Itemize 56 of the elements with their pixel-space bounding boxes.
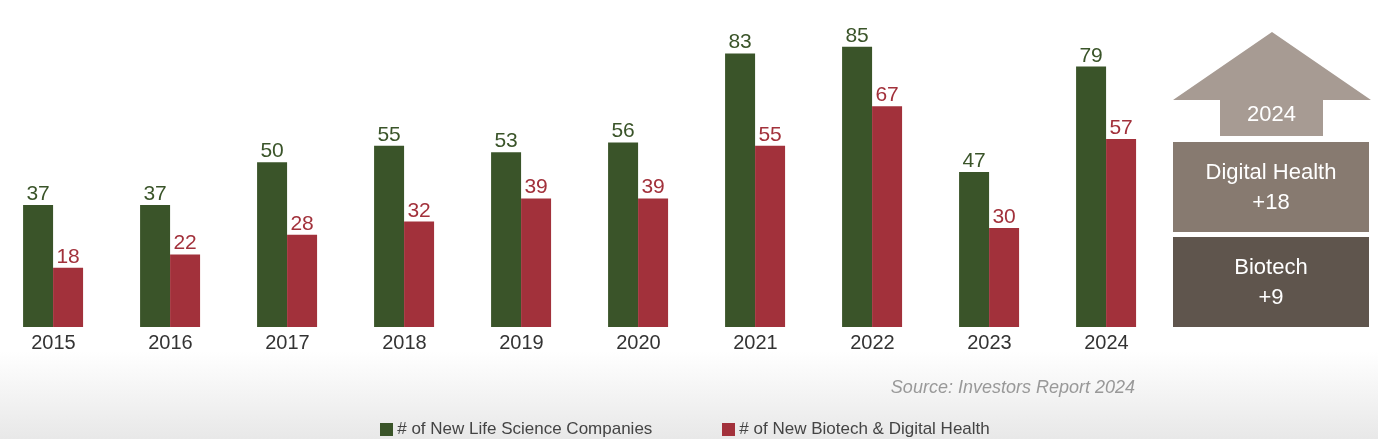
data-label: 55 xyxy=(377,121,401,145)
bar xyxy=(872,106,903,327)
text: 2024 xyxy=(1246,101,1297,127)
bar xyxy=(989,228,1020,327)
bar xyxy=(257,162,288,327)
x-tick-label: 2022 xyxy=(850,331,895,354)
legend-label: # of New Biotech & Digital Health xyxy=(739,419,990,438)
data-label: 53 xyxy=(494,128,518,152)
bar xyxy=(959,172,990,327)
bar xyxy=(491,152,522,327)
data-label: 79 xyxy=(1079,42,1103,66)
data-label: 83 xyxy=(728,29,752,53)
data-label: 50 xyxy=(260,138,284,162)
data-label: 85 xyxy=(845,22,869,46)
source-note: Source: Investors Report 2024 xyxy=(890,377,1135,398)
text: Biotech +9 xyxy=(1173,237,1369,327)
bar xyxy=(287,234,318,327)
x-tick-label: 2020 xyxy=(616,331,661,354)
text: Digital Health +18 xyxy=(1173,142,1369,232)
data-label: 18 xyxy=(56,243,80,267)
data-label: 28 xyxy=(290,210,314,234)
x-tick-label: 2017 xyxy=(265,331,310,354)
bar xyxy=(725,53,756,327)
bar xyxy=(755,145,786,327)
bar xyxy=(1076,66,1107,327)
data-label: 30 xyxy=(992,204,1016,228)
bar xyxy=(374,145,405,327)
data-label: 39 xyxy=(524,174,548,198)
bar xyxy=(53,267,84,327)
data-label: 32 xyxy=(407,197,431,221)
x-tick-label: 2015 xyxy=(31,331,76,354)
x-tick-label: 2024 xyxy=(1084,331,1129,354)
bar xyxy=(170,254,201,327)
bar xyxy=(23,205,54,327)
data-label: 67 xyxy=(875,82,899,106)
data-label: 39 xyxy=(641,174,665,198)
x-tick-label: 2016 xyxy=(148,331,193,354)
x-tick-label: 2021 xyxy=(733,331,778,354)
data-label: 55 xyxy=(758,121,782,145)
bar xyxy=(842,46,873,327)
data-label: 37 xyxy=(143,181,167,205)
bar xyxy=(404,221,435,327)
bar xyxy=(1106,139,1137,327)
data-label: 57 xyxy=(1109,115,1133,139)
bar xyxy=(638,198,669,327)
x-tick-label: 2023 xyxy=(967,331,1012,354)
bar xyxy=(608,142,639,327)
data-label: 47 xyxy=(962,148,986,172)
data-label: 22 xyxy=(173,230,197,254)
data-label: 37 xyxy=(26,181,50,205)
bar xyxy=(521,198,552,327)
legend-label: # of New Life Science Companies xyxy=(397,419,653,438)
data-label: 56 xyxy=(611,118,635,142)
bar xyxy=(140,205,171,327)
x-tick-label: 2019 xyxy=(499,331,544,354)
x-tick-label: 2018 xyxy=(382,331,427,354)
